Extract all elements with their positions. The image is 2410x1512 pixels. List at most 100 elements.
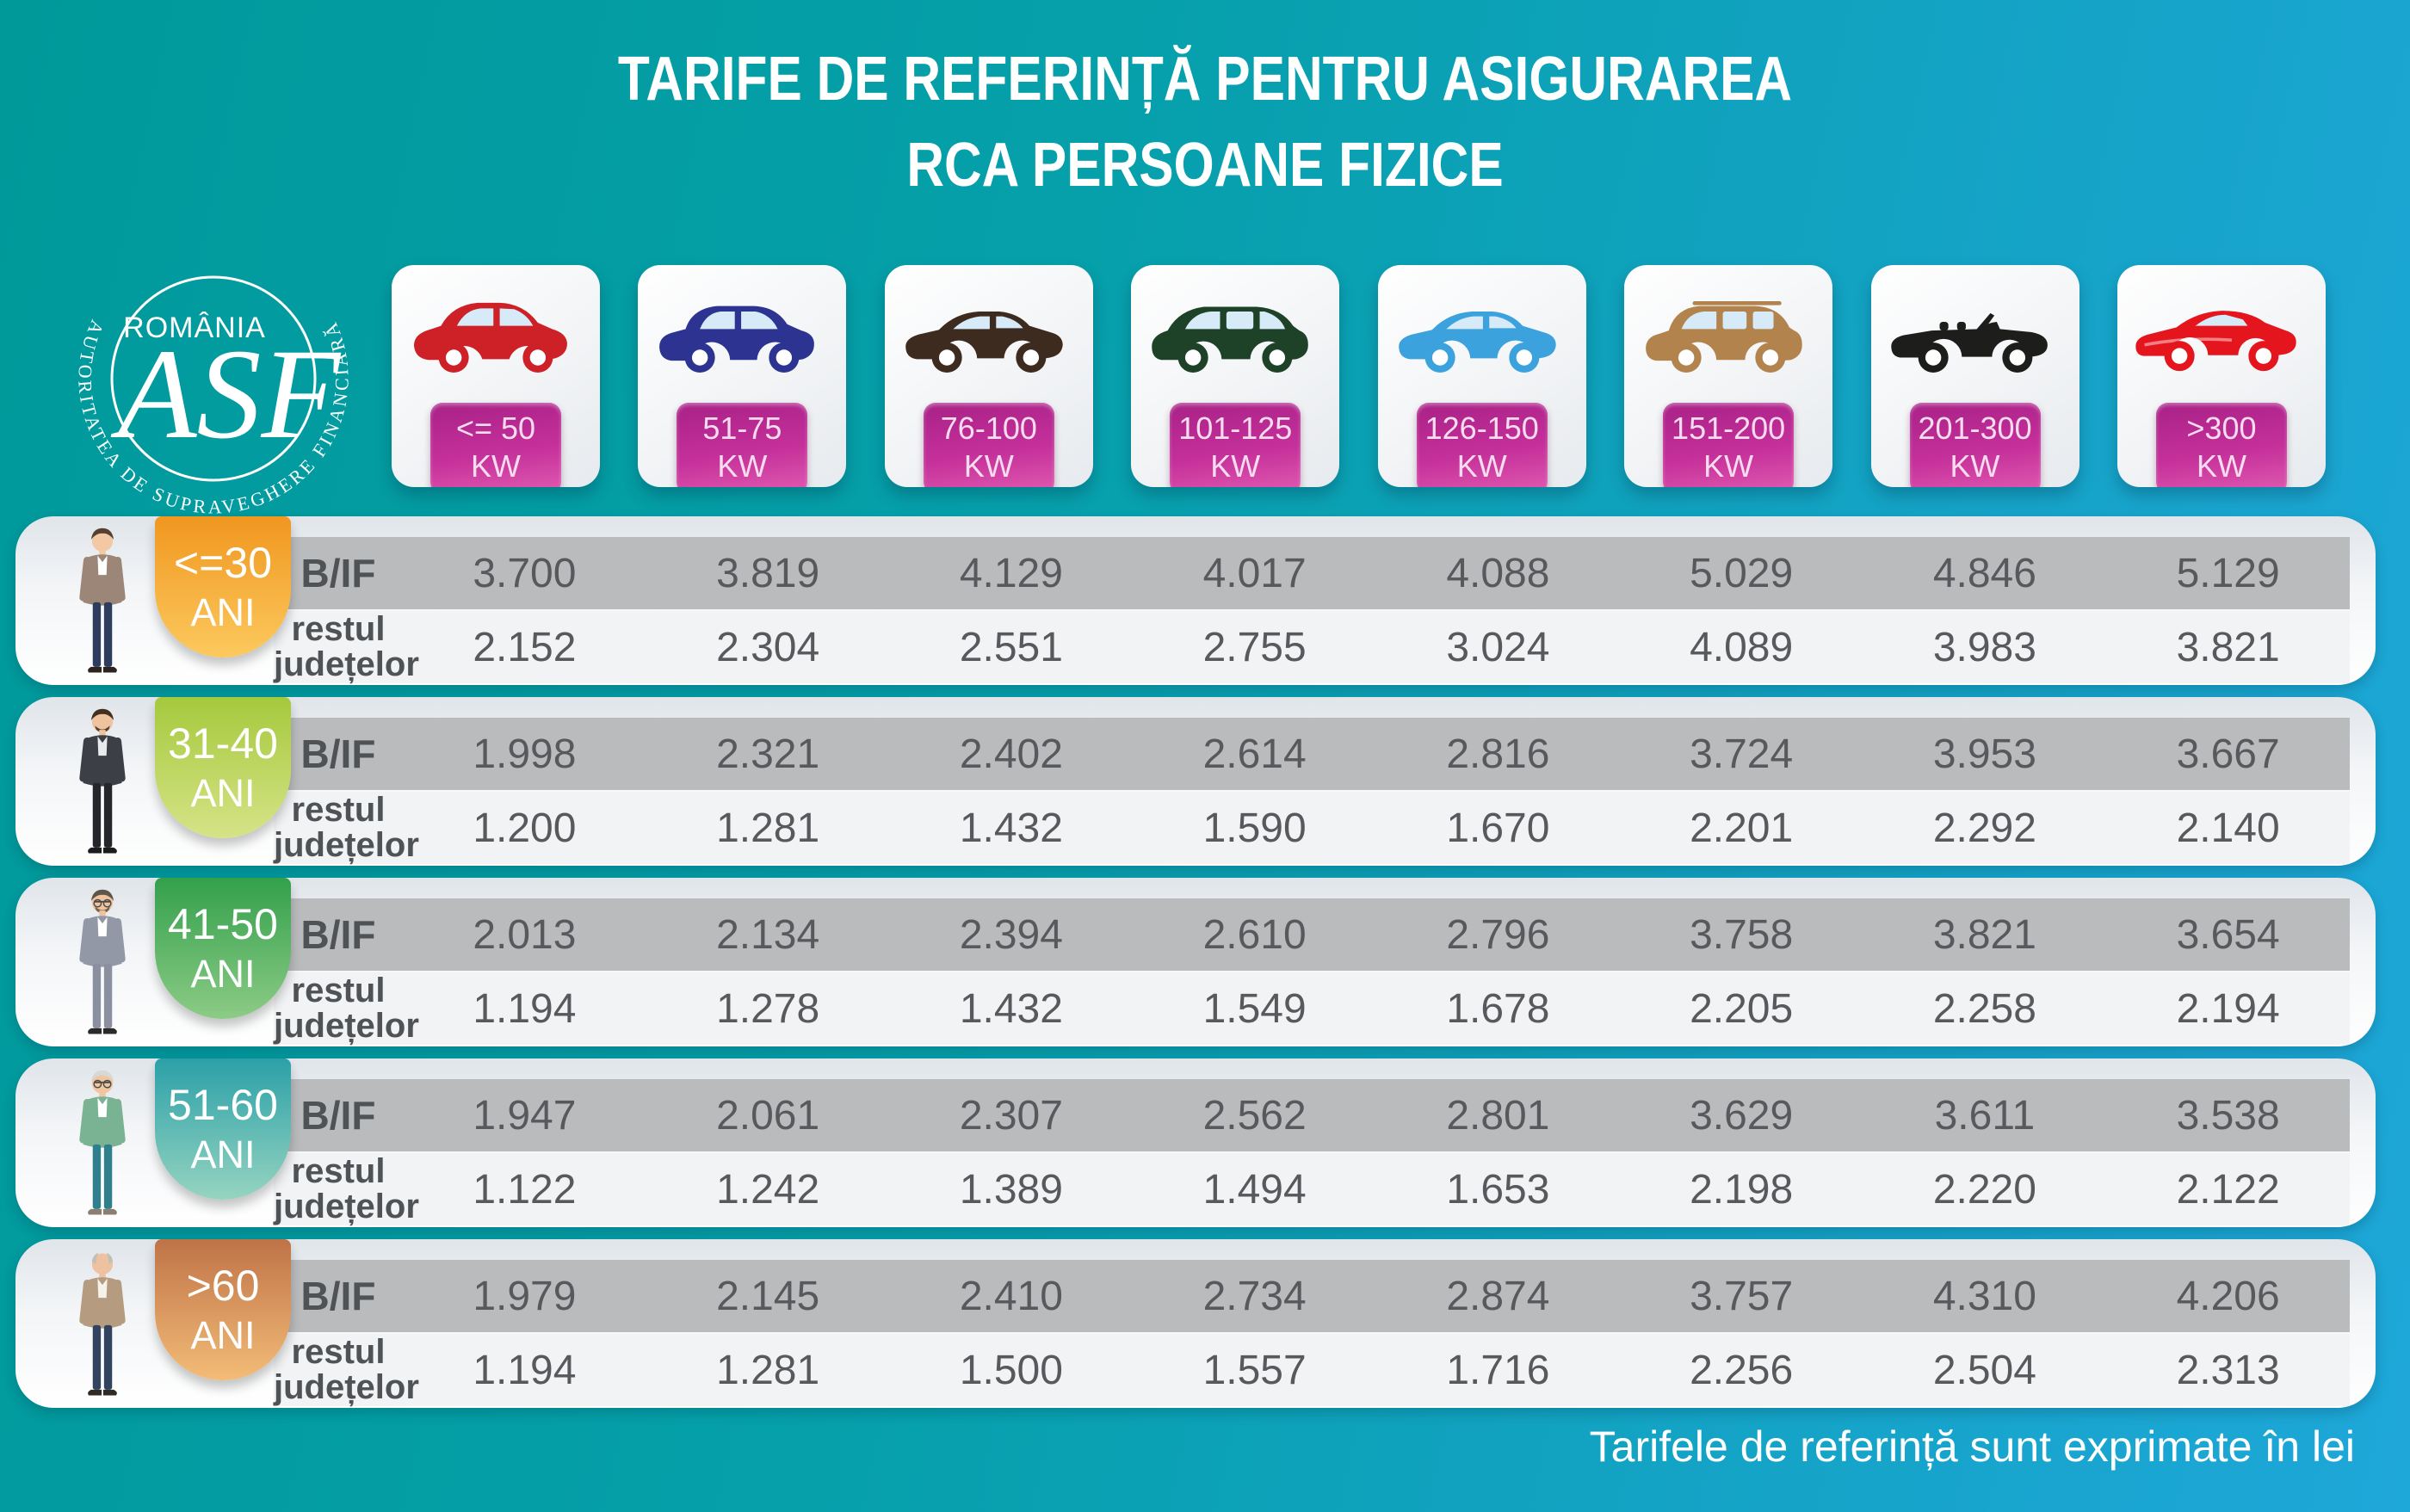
tariff-value: 4.017 [1202, 550, 1307, 596]
tariff-value: 2.061 [716, 1092, 820, 1139]
tariff-value: 3.611 [1934, 1092, 2036, 1139]
age-range-label: 31-40 [168, 719, 278, 768]
tariff-value: 3.758 [1690, 911, 1794, 958]
age-unit-label: ANI [190, 1313, 256, 1357]
rest-band: restul județelor 1.194 1.278 1.432 1.549 1.678… [274, 972, 2350, 1045]
logo-circle-icon [110, 275, 317, 482]
suv-car-icon [1637, 284, 1820, 380]
convertible-car-icon [1884, 284, 2067, 380]
person-figure-icon [79, 1070, 126, 1215]
kw-unit-label: KW [1950, 448, 2000, 484]
tariff-value: 2.614 [1202, 731, 1307, 777]
tariff-value: 3.724 [1690, 731, 1794, 777]
logo-monogram-icon: ASF [110, 323, 342, 466]
city-car-icon [405, 284, 587, 380]
tariff-value: 2.816 [1446, 731, 1550, 777]
tariff-value: 1.432 [959, 805, 1063, 851]
zone-label-rest: restul județelor [274, 1333, 419, 1406]
tariff-value: 2.313 [2176, 1347, 2280, 1393]
age-range-label: 51-60 [168, 1081, 278, 1129]
bif-band: B/IF 1.998 2.321 2.402 2.614 2.816 3.724 3.953 3… [274, 718, 2350, 790]
tariff-value: 1.432 [959, 985, 1063, 1032]
tariff-bands: B/IF 1.998 2.321 2.402 2.614 2.816 3.724 3.953 3… [274, 697, 2350, 864]
tariff-bands: B/IF 2.013 2.134 2.394 2.610 2.796 3.758 3.821 3… [274, 878, 2350, 1045]
person-icon [57, 886, 148, 1040]
kw-unit-label: KW [963, 448, 1014, 484]
kw-range-badge: >300 KW [2155, 403, 2287, 487]
tariff-value: 4.206 [2176, 1273, 2280, 1319]
zone-label-bif: B/IF [300, 912, 376, 957]
age-group-row: 51-60 ANI B/IF 1.947 2.061 2.307 2.562 2.801 3.6… [15, 1058, 2376, 1227]
person-icon [57, 1067, 148, 1220]
tariff-bands: B/IF 1.947 2.061 2.307 2.562 2.801 3.629 3.611 3… [274, 1058, 2350, 1225]
tariff-value: 2.394 [959, 911, 1063, 958]
crossover-car-icon [651, 284, 833, 380]
tariff-value: 5.129 [2176, 550, 2280, 596]
age-unit-label: ANI [190, 952, 256, 996]
tariff-value: 2.145 [716, 1273, 820, 1319]
kw-range-badge: 151-200 KW [1663, 403, 1795, 487]
kw-range-badge: 201-300 KW [1909, 403, 2041, 487]
tariff-value: 2.013 [473, 911, 577, 958]
tariff-value: 1.549 [1202, 985, 1307, 1032]
tariff-value: 1.278 [716, 985, 820, 1032]
age-range-label: >60 [186, 1262, 260, 1310]
zone-label-rest: restul județelor [274, 610, 419, 683]
age-badge: >60 ANI [155, 1239, 291, 1380]
age-unit-label: ANI [190, 771, 256, 815]
tariff-value: 4.088 [1446, 550, 1550, 596]
tariff-value: 1.194 [473, 985, 577, 1032]
tariff-value: 1.979 [473, 1273, 577, 1319]
age-badge: 51-60 ANI [155, 1058, 291, 1200]
zone-label-rest: restul județelor [274, 791, 419, 864]
tariff-value: 4.310 [1932, 1273, 2036, 1319]
tariff-value: 2.874 [1446, 1273, 1550, 1319]
power-class-card: 151-200 KW [1624, 265, 1833, 487]
tariff-value: 2.504 [1932, 1347, 2036, 1393]
sports-car-icon [2130, 284, 2313, 380]
tariff-value: 2.140 [2176, 805, 2280, 851]
power-class-card: >300 KW [2116, 265, 2326, 487]
bif-band: B/IF 1.979 2.145 2.410 2.734 2.874 3.757 4.310 4… [274, 1260, 2350, 1332]
kw-range-label: 51-75 [702, 410, 782, 446]
kw-range-badge: 101-125 KW [1170, 403, 1301, 487]
age-group-row: >60 ANI B/IF 1.979 2.145 2.410 2.734 2.874 3.757… [15, 1239, 2376, 1408]
person-icon [57, 706, 148, 859]
tariff-value: 3.983 [1932, 624, 2036, 670]
rest-band: restul județelor 1.200 1.281 1.432 1.590 1.670… [274, 792, 2350, 864]
tariff-value: 1.494 [1202, 1166, 1307, 1213]
tariff-bands: B/IF 3.700 3.819 4.129 4.017 4.088 5.029 4.846 5… [274, 516, 2350, 683]
tariff-value: 3.538 [2176, 1092, 2280, 1139]
power-class-card: 101-125 KW [1131, 265, 1340, 487]
tariff-value: 3.700 [473, 550, 577, 596]
tariff-value: 1.389 [959, 1166, 1063, 1213]
kw-range-badge: 126-150 KW [1416, 403, 1548, 487]
tariff-value: 2.796 [1446, 911, 1550, 958]
tariff-value: 1.590 [1202, 805, 1307, 851]
age-unit-label: ANI [190, 1132, 256, 1176]
sedan-car-icon [1391, 284, 1573, 380]
tariff-value: 1.653 [1446, 1166, 1550, 1213]
zone-label-rest: restul județelor [274, 1152, 419, 1225]
kw-unit-label: KW [471, 448, 521, 484]
zone-label-rest: restul județelor [274, 972, 419, 1045]
tariff-value: 2.220 [1932, 1166, 2036, 1213]
power-class-card: 126-150 KW [1377, 265, 1586, 487]
rest-band: restul județelor 1.122 1.242 1.389 1.494 1.653… [274, 1153, 2350, 1225]
tariff-value: 2.562 [1202, 1092, 1307, 1139]
age-range-label: <=30 [173, 539, 272, 587]
tariff-value: 2.152 [473, 624, 577, 670]
power-class-card: 76-100 KW [884, 265, 1093, 487]
tariff-value: 3.821 [1932, 911, 2036, 958]
person-icon [57, 1248, 148, 1401]
kw-range-badge: <= 50 KW [430, 403, 561, 487]
kw-unit-label: KW [1456, 448, 1507, 484]
person-figure-icon [79, 1252, 126, 1396]
tariff-value: 2.258 [1932, 985, 2036, 1032]
tariff-value: 1.947 [473, 1092, 577, 1139]
tariff-bands: B/IF 1.979 2.145 2.410 2.734 2.874 3.757 4.310 4… [274, 1239, 2350, 1406]
tariff-value: 3.953 [1932, 731, 2036, 777]
tariff-value: 3.654 [2176, 911, 2280, 958]
tariff-value: 1.281 [716, 805, 820, 851]
